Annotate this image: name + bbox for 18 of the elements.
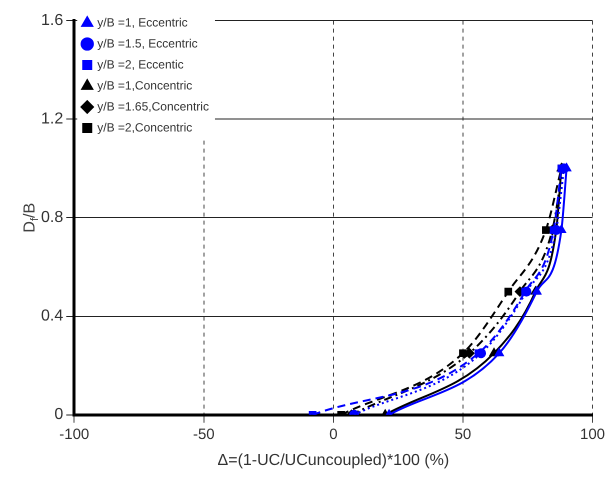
x-tick-label: 100 [580,426,605,443]
x-tick-label: 50 [454,426,472,443]
x-tick-label: 0 [329,426,338,443]
legend-label: y/B =1.65,Concentric [97,99,209,114]
legend-label: y/B =2, Eccentic [97,57,184,72]
y-tick-label: 1.6 [40,12,64,30]
x-tick-label: -50 [192,426,215,443]
legend-label: y/B =1, Eccentric [97,15,188,30]
y-tick-label: 0 [54,406,64,424]
x-axis-title: Δ=(1-UC/UCuncoupled)*100 (%) [218,452,450,469]
y-tick-label: 0.4 [40,308,64,325]
y-axis-title: Df/B [21,202,42,233]
x-tick-label: -100 [59,426,90,443]
legend-label: y/B =1,Concentric [97,78,192,92]
legend-label: y/B =1.5, Eccentric [97,36,198,50]
y-tick-label: 0.8 [40,209,64,226]
y-tick-label: 1.2 [40,110,64,128]
legend-label: y/B =2,Concentric [97,120,192,134]
